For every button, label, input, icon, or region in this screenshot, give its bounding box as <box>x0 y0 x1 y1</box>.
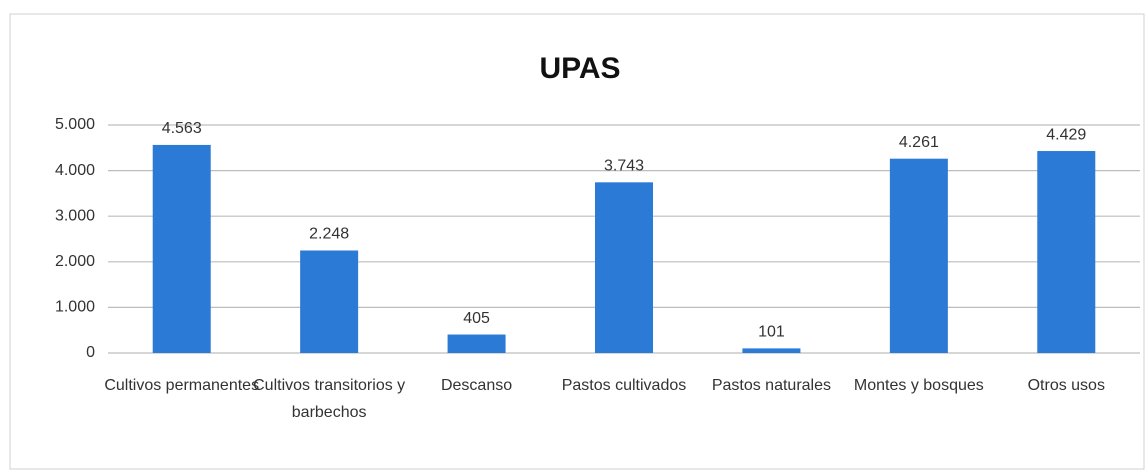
y-tick-label: 0 <box>86 344 95 361</box>
y-tick-label: 5.000 <box>55 116 95 133</box>
value-label: 3.743 <box>604 158 644 175</box>
y-tick-label: 2.000 <box>55 253 95 270</box>
bar <box>152 144 211 353</box>
bar <box>595 182 653 353</box>
y-tick-label: 1.000 <box>55 299 95 316</box>
bar <box>742 348 801 353</box>
y-tick-label: 3.000 <box>55 207 95 224</box>
bar <box>1037 151 1096 353</box>
value-label: 405 <box>463 310 490 327</box>
value-label: 4.563 <box>162 120 202 137</box>
x-tick-label: Cultivos permanentes <box>104 377 260 394</box>
bar <box>889 158 948 353</box>
value-label: 101 <box>758 324 785 341</box>
x-tick-label: Pastos cultivados <box>561 377 687 394</box>
value-label: 4.429 <box>1046 126 1086 143</box>
chart-border <box>9 13 1145 470</box>
x-tick-label: Montes y bosques <box>853 377 984 394</box>
value-label: 2.248 <box>309 226 349 243</box>
y-tick-label: 4.000 <box>55 162 95 179</box>
bar <box>447 334 506 353</box>
value-label: 4.261 <box>899 134 939 151</box>
x-tick-label: Cultivos transitorios y barbechos <box>253 377 406 421</box>
x-tick-label: Pastos naturales <box>711 377 831 394</box>
chart-title: UPAS <box>539 52 620 85</box>
x-tick-label: Descanso <box>440 377 513 394</box>
bar <box>300 250 359 353</box>
x-tick-label: Otros usos <box>1027 377 1105 394</box>
